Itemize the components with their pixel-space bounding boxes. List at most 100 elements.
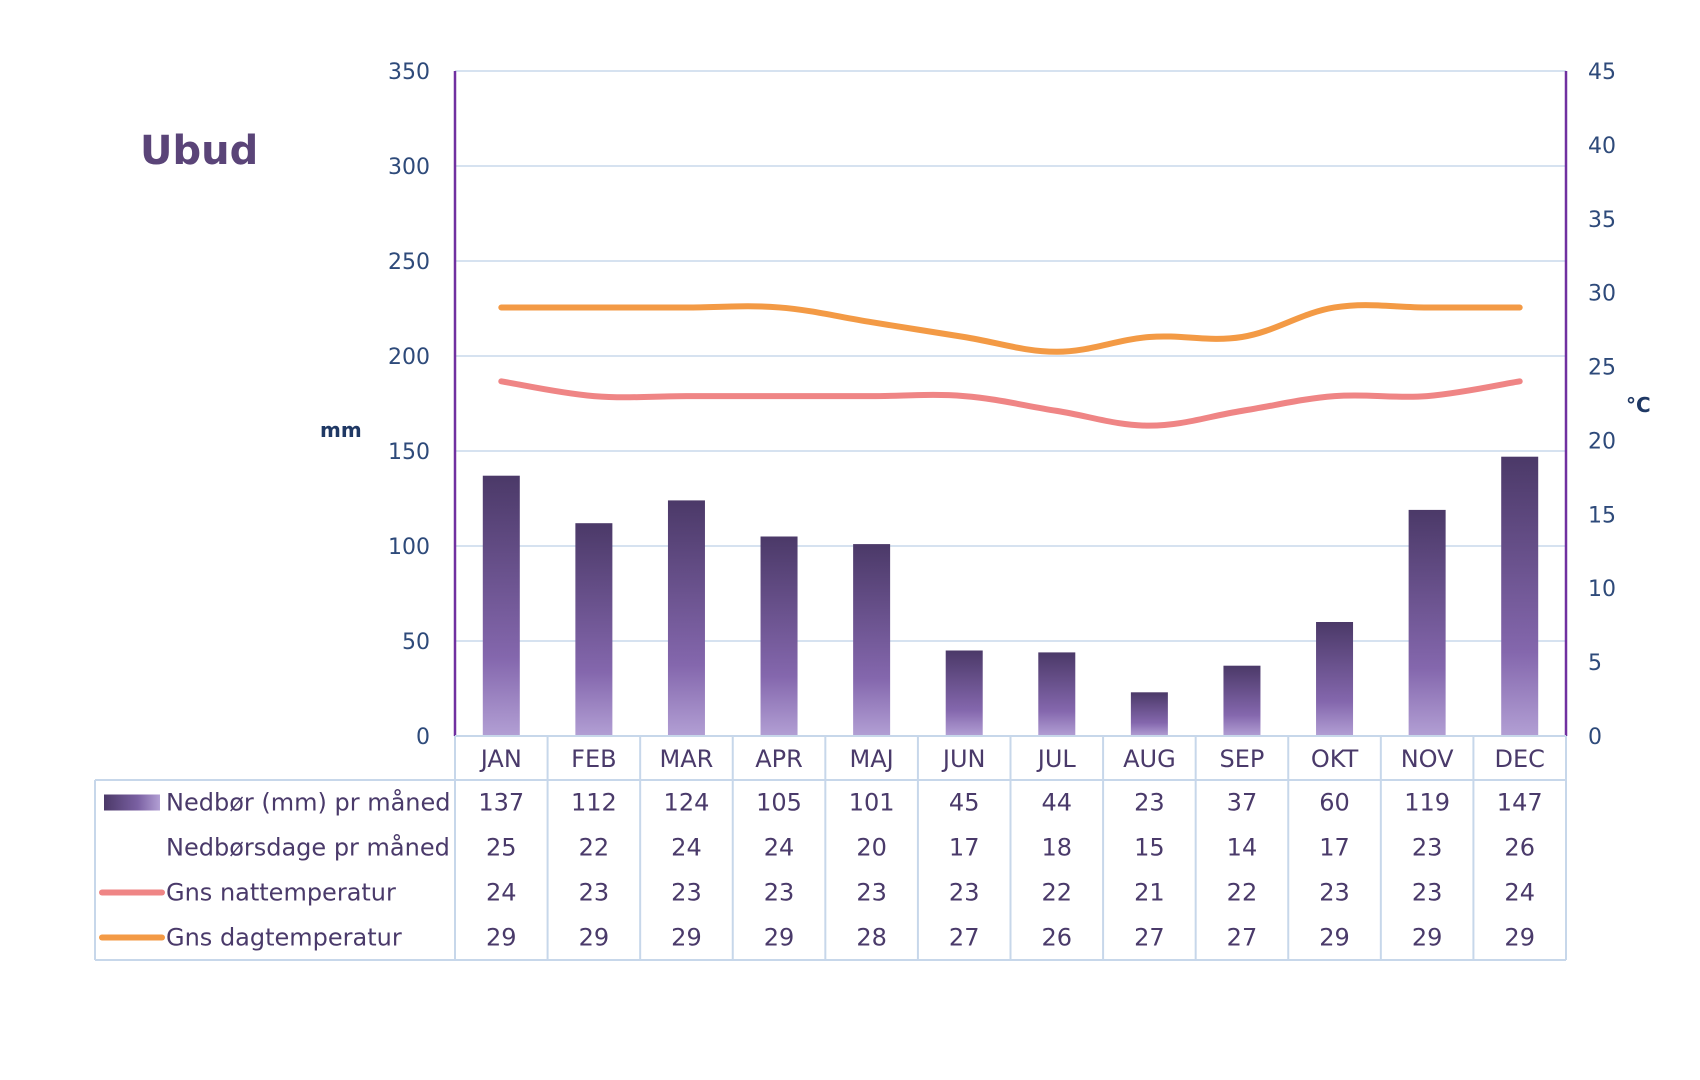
y-right-tick-label: 20 <box>1588 429 1616 454</box>
table-cell-value: 23 <box>856 879 887 907</box>
y-right-tick-label: 10 <box>1588 577 1616 602</box>
table-cell-value: 15 <box>1134 834 1165 862</box>
table-cell-value: 29 <box>486 924 517 952</box>
table-cell-value: 24 <box>764 834 795 862</box>
y-left-unit-label: mm <box>320 418 362 442</box>
precipitation-bar <box>853 544 891 736</box>
x-category-label: MAJ <box>850 745 894 773</box>
legend-key-precipitation <box>104 794 160 811</box>
table-cell-value: 23 <box>1412 834 1443 862</box>
table-row-label: Nedbør (mm) pr måned <box>166 788 451 817</box>
table-cell-value: 60 <box>1319 789 1350 817</box>
y-right-tick-label: 35 <box>1588 208 1616 233</box>
table-cell-value: 20 <box>856 834 887 862</box>
x-category-label: JUL <box>1036 745 1077 773</box>
y-left-tick-label: 0 <box>416 725 430 750</box>
table-cell-value: 23 <box>764 879 795 907</box>
precipitation-bar <box>482 475 520 736</box>
table-row-label: Gns dagtemperatur <box>166 924 402 952</box>
precipitation-bar <box>1223 665 1261 736</box>
table-cell-value: 24 <box>486 879 517 907</box>
x-category-label: JUN <box>941 745 986 773</box>
table-cell-value: 26 <box>1504 834 1535 862</box>
table-cell-value: 29 <box>671 924 702 952</box>
table-cell-value: 23 <box>579 879 610 907</box>
bar-series <box>482 456 1539 736</box>
table-cell-value: 24 <box>1504 879 1535 907</box>
table-cell-value: 37 <box>1227 789 1258 817</box>
table-cell-value: 29 <box>1319 924 1350 952</box>
y-right-tick-label: 0 <box>1588 725 1602 750</box>
table-cell-value: 23 <box>1412 879 1443 907</box>
y-right-tick-label: 30 <box>1588 282 1616 307</box>
y-left-tick-label: 150 <box>388 440 430 465</box>
table-cell-value: 21 <box>1134 879 1165 907</box>
table-cell-value: 22 <box>1227 879 1258 907</box>
temperature-line-gns-nattemperatur <box>498 378 1523 429</box>
precipitation-bar <box>1501 456 1539 736</box>
precipitation-bar <box>575 523 613 736</box>
table-cell-value: 25 <box>486 834 517 862</box>
table-cell-value: 112 <box>571 789 617 817</box>
table-row-label: Gns nattemperatur <box>166 879 396 907</box>
table-cell-value: 14 <box>1227 834 1258 862</box>
data-table: JAN FEB MAR APR MAJ JUN JUL AUG SEP OKT NOV DEC Nedb… <box>94 736 1567 961</box>
x-category-label: DEC <box>1495 745 1545 773</box>
y-right-unit-label: °C <box>1626 393 1651 417</box>
y-right-tick-label: 40 <box>1588 134 1616 159</box>
x-category-label: OKT <box>1311 745 1359 773</box>
table-cell-value: 29 <box>764 924 795 952</box>
table-cell-value: 18 <box>1042 834 1073 862</box>
x-category-label: APR <box>755 745 803 773</box>
x-category-label: AUG <box>1123 745 1176 773</box>
table-cell-value: 22 <box>1042 879 1073 907</box>
table-cell-value: 124 <box>664 789 710 817</box>
x-category-label: FEB <box>571 745 616 773</box>
y-right-tick-label: 15 <box>1588 503 1616 528</box>
table-cell-value: 26 <box>1042 924 1073 952</box>
table-cell-value: 23 <box>949 879 980 907</box>
table-cell-value: 28 <box>856 924 887 952</box>
x-category-label: SEP <box>1220 745 1265 773</box>
precipitation-bar <box>945 650 983 736</box>
x-category-label: MAR <box>660 745 714 773</box>
table-cell-value: 29 <box>579 924 610 952</box>
y-left-tick-label: 300 <box>388 155 430 180</box>
table-cell-value: 27 <box>1227 924 1258 952</box>
y-right-tick-label: 45 <box>1588 60 1616 85</box>
line-series <box>498 302 1523 429</box>
x-category-label: NOV <box>1401 745 1454 773</box>
y-left-tick-label: 50 <box>402 630 430 655</box>
precipitation-bar <box>1130 692 1168 736</box>
table-cell-value: 45 <box>949 789 980 817</box>
y-left-tick-label: 350 <box>388 60 430 85</box>
table-cell-value: 23 <box>671 879 702 907</box>
y-right-tick-label: 5 <box>1588 651 1602 676</box>
table-cell-value: 24 <box>671 834 702 862</box>
table-cell-value: 147 <box>1497 789 1543 817</box>
table-cell-value: 137 <box>478 789 524 817</box>
table-cell-value: 29 <box>1504 924 1535 952</box>
precipitation-bar <box>667 500 705 736</box>
precipitation-bar <box>1038 652 1076 736</box>
table-cell-value: 29 <box>1412 924 1443 952</box>
precipitation-bar <box>1408 509 1446 736</box>
table-cell-value: 17 <box>949 834 980 862</box>
temperature-line-gns-dagtemperatur <box>498 302 1523 355</box>
y-left-tick-label: 250 <box>388 250 430 275</box>
table-cell-value: 27 <box>1134 924 1165 952</box>
table-cell-value: 22 <box>579 834 610 862</box>
table-cell-value: 17 <box>1319 834 1350 862</box>
table-cell-value: 23 <box>1319 879 1350 907</box>
table-cell-value: 101 <box>849 789 895 817</box>
table-cell-value: 119 <box>1404 789 1450 817</box>
gridlines <box>455 70 1566 642</box>
precipitation-bar <box>1316 622 1354 736</box>
y-left-tick-label: 100 <box>388 535 430 560</box>
table-row-label: Nedbørsdage pr måned <box>166 833 450 862</box>
table-cell-value: 105 <box>756 789 802 817</box>
table-cell-value: 27 <box>949 924 980 952</box>
table-cell-value: 23 <box>1134 789 1165 817</box>
y-right-tick-label: 25 <box>1588 356 1616 381</box>
